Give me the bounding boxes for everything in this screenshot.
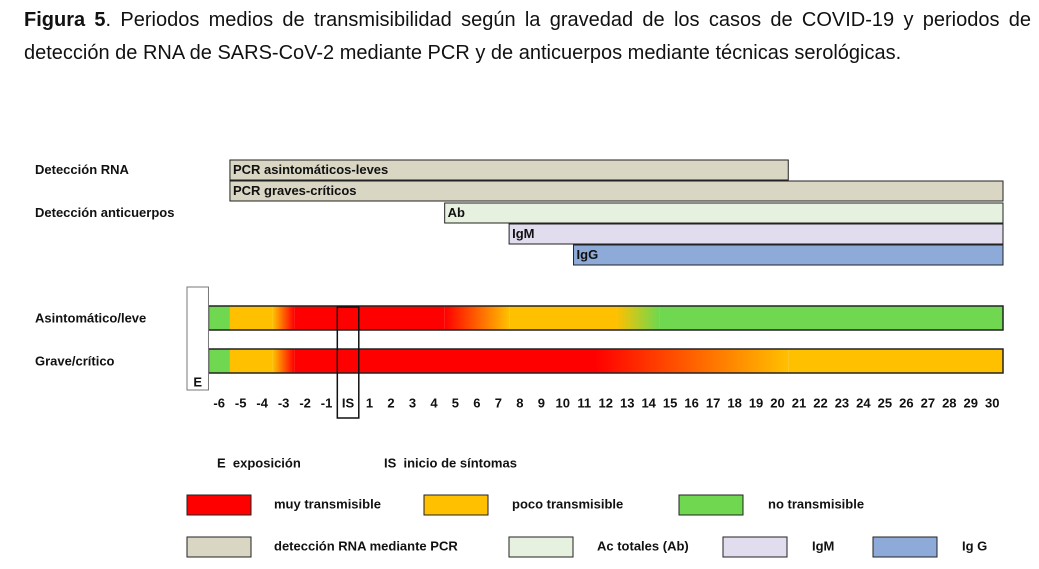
detection-bar — [229, 159, 789, 181]
x-tick-label: -3 — [278, 395, 290, 410]
x-tick-label: 1 — [366, 395, 373, 410]
bar-label: PCR graves-críticos — [233, 183, 357, 198]
x-tick-label: 28 — [942, 395, 956, 410]
legend-swatch — [678, 494, 744, 516]
exposure-label: E — [193, 374, 202, 389]
onset-box — [336, 306, 360, 419]
x-tick-label: -2 — [299, 395, 311, 410]
transmission-segment — [595, 349, 789, 373]
bar-label: PCR asintomáticos-leves — [233, 162, 388, 177]
x-tick-label: 10 — [556, 395, 570, 410]
x-tick-label: 2 — [387, 395, 394, 410]
legend-label: muy transmisible — [274, 496, 381, 511]
x-tick-label: 29 — [964, 395, 978, 410]
legend-label: IgM — [812, 538, 834, 553]
x-tick-label: 18 — [727, 395, 741, 410]
caption-text: . Periodos medios de transmisibilidad se… — [24, 9, 1032, 64]
x-tick-label: IS — [342, 395, 355, 410]
bar-label: IgG — [577, 247, 599, 262]
caption: Figura 5. Periodos medios de transmisibi… — [24, 4, 1031, 70]
row-label: Asintomático/leve — [35, 310, 146, 325]
group-label: Detección RNA — [35, 162, 130, 177]
transmission-segment — [208, 349, 230, 373]
bar-label: IgM — [512, 226, 534, 241]
x-tick-label: -1 — [321, 395, 333, 410]
legend-swatch — [186, 494, 252, 516]
x-tick-label: 14 — [641, 395, 656, 410]
transmission-segment — [229, 349, 273, 373]
legend-swatch — [186, 536, 252, 558]
transmission-segment — [444, 306, 510, 330]
x-tick-label: 17 — [706, 395, 720, 410]
legend-label: Ac totales (Ab) — [597, 538, 689, 553]
figure-label: Figura 5 — [24, 9, 106, 31]
x-tick-label: 5 — [452, 395, 459, 410]
legend-label: detección RNA mediante PCR — [274, 538, 458, 553]
legend-swatch — [508, 536, 574, 558]
x-tick-label: 15 — [663, 395, 677, 410]
transmission-segment — [272, 306, 295, 330]
x-tick-label: 19 — [749, 395, 763, 410]
legend-label: no transmisible — [768, 496, 864, 511]
detection-bar — [229, 180, 1004, 202]
x-tick-label: -6 — [213, 395, 225, 410]
x-tick-label: 27 — [921, 395, 935, 410]
note: IS inicio de síntomas — [384, 455, 517, 470]
transmission-segment — [509, 306, 617, 330]
x-tick-label: 9 — [538, 395, 545, 410]
legend-swatch — [872, 536, 938, 558]
x-tick-label: 7 — [495, 395, 502, 410]
x-tick-label: 4 — [430, 395, 438, 410]
x-tick-label: 22 — [813, 395, 827, 410]
transmission-segment — [294, 349, 595, 373]
legend-label: poco transmisible — [512, 496, 623, 511]
x-tick-label: 26 — [899, 395, 913, 410]
x-tick-label: 24 — [856, 395, 871, 410]
detection-bar — [573, 244, 1004, 266]
note: E exposición — [217, 455, 301, 470]
legend-label: Ig G — [962, 538, 987, 553]
legend-swatch — [722, 536, 788, 558]
x-tick-label: 12 — [599, 395, 613, 410]
x-tick-label: 8 — [516, 395, 523, 410]
transmission-segment — [788, 349, 1003, 373]
x-tick-label: 23 — [835, 395, 849, 410]
legend-swatch — [423, 494, 489, 516]
transmission-segment — [616, 306, 660, 330]
bar-label: Ab — [448, 205, 465, 220]
x-tick-label: 30 — [985, 395, 999, 410]
x-tick-label: 16 — [684, 395, 698, 410]
group-label: Detección anticuerpos — [35, 205, 174, 220]
x-tick-label: 20 — [770, 395, 784, 410]
transmission-segment — [229, 306, 273, 330]
x-tick-label: -4 — [256, 395, 268, 410]
x-tick-label: 11 — [577, 395, 591, 410]
transmission-segment — [294, 306, 445, 330]
transmission-segment — [659, 306, 1003, 330]
transmission-segment — [272, 349, 295, 373]
x-tick-label: 3 — [409, 395, 416, 410]
detection-bar — [508, 223, 1004, 245]
exposure-column — [186, 286, 209, 391]
x-tick-label: 6 — [473, 395, 480, 410]
row-label: Grave/crítico — [35, 353, 115, 368]
x-tick-label: 21 — [792, 395, 806, 410]
x-tick-label: -5 — [235, 395, 247, 410]
detection-bar — [444, 202, 1004, 224]
x-tick-label: 25 — [878, 395, 892, 410]
x-tick-label: 13 — [620, 395, 634, 410]
transmission-segment — [208, 306, 230, 330]
